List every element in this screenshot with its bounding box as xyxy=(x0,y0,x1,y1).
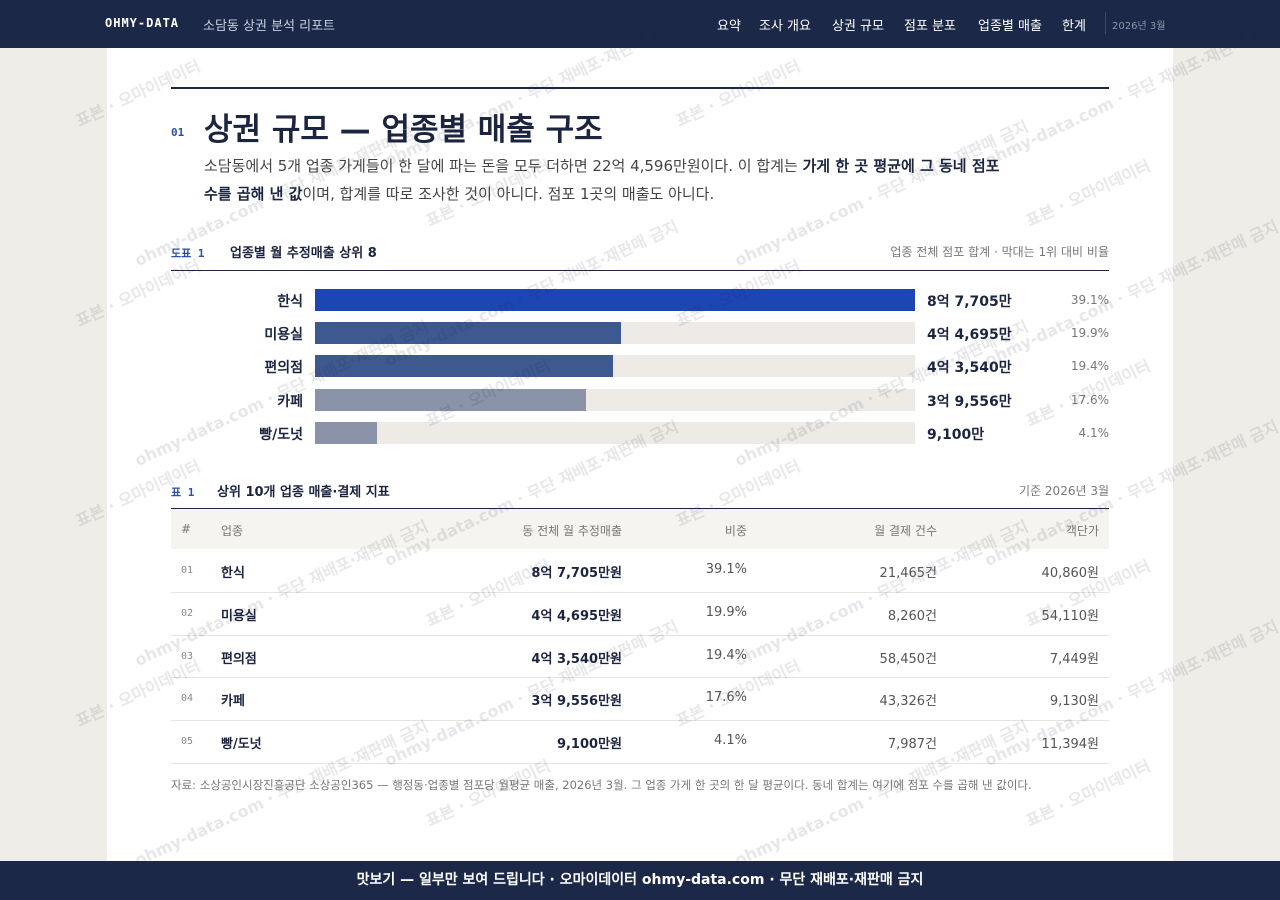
column-header: 월 결제 건수 xyxy=(874,524,937,538)
table-title: 상위 10개 업종 매출·결제 지표 xyxy=(217,485,390,500)
table-cell: 빵/도넛 xyxy=(221,737,262,753)
column-header: 객단가 xyxy=(1065,524,1099,538)
table-cell: 7,987건 xyxy=(887,737,937,753)
bar xyxy=(315,355,613,378)
table-cell: 카페 xyxy=(221,694,245,710)
top-bar: OHMY-DATA 소담동 상권 분석 리포트 요약 조사 개요 상권 규모 점포 분… xyxy=(0,0,1280,48)
category-label: 한식 xyxy=(277,294,303,310)
table-cell: 4.1% xyxy=(713,733,747,749)
value-label: 4억 3,540만 xyxy=(927,360,1012,377)
category-label: 빵/도넛 xyxy=(259,426,303,443)
share-label: 39.1% xyxy=(1070,293,1109,307)
column-header: # xyxy=(181,522,192,536)
table-label: 표 1 xyxy=(171,486,195,499)
nav-link[interactable]: 상권 규모 xyxy=(832,19,884,34)
share-label: 19.4% xyxy=(1070,359,1109,374)
divider xyxy=(1105,12,1106,34)
table-cell: 40,860원 xyxy=(1041,566,1099,581)
nav-link[interactable]: 한계 xyxy=(1062,19,1086,34)
section-number: 01 xyxy=(171,126,185,139)
table-cell: 4억 4,695만원 xyxy=(531,608,622,624)
value-label: 9,100만 xyxy=(927,426,985,443)
value-label: 4억 4,695만 xyxy=(927,327,1012,344)
share-label: 19.9% xyxy=(1070,326,1109,341)
nav-link[interactable]: 조사 개요 xyxy=(759,19,811,34)
section-title: 상권 규모 — 업종별 매출 구조 xyxy=(204,112,603,148)
table-cell: 7,449원 xyxy=(1049,651,1099,667)
value-label: 3억 9,556만 xyxy=(927,393,1012,410)
row-divider xyxy=(171,720,1109,722)
bar-track xyxy=(315,421,915,444)
row-number: 02 xyxy=(181,607,194,619)
row-divider xyxy=(171,591,1109,593)
row-number: 05 xyxy=(181,736,194,748)
table-cell: 11,394원 xyxy=(1041,737,1099,753)
lead: 소담동에서 5개 업종 가게들이 한 달에 파는 돈을 모두 더하면 22억 4… xyxy=(204,152,1004,208)
table-cell: 3억 9,556만원 xyxy=(531,694,622,710)
table-cell: 43,326건 xyxy=(879,694,937,710)
source-note: 자료: 소상공인시장진흥공단 소상공인365 — 행정동·업종별 점포당 월평균… xyxy=(171,778,1032,792)
chart-label: 도표 1 xyxy=(171,247,205,260)
share-label: 4.1% xyxy=(1078,425,1110,440)
table-cell: 편의점 xyxy=(221,651,257,667)
section-rule xyxy=(171,87,1109,89)
column-header: 업종 xyxy=(221,524,244,538)
footer-banner: 맛보기 — 일부만 보여 드립니다 · 오마이데이터 ohmy-data.com… xyxy=(0,861,1280,900)
table-note: 기준 2026년 3월 xyxy=(1019,484,1109,498)
table-cell: 한식 xyxy=(221,566,245,581)
row-number: 04 xyxy=(181,693,194,705)
content-card xyxy=(107,48,1173,861)
table-cell: 19.4% xyxy=(705,647,747,663)
lead-text: 소담동에서 5개 업종 가게들이 한 달에 파는 돈을 모두 더하면 22억 4… xyxy=(204,157,803,175)
row-divider xyxy=(171,634,1109,636)
category-label: 미용실 xyxy=(264,327,303,344)
bar xyxy=(315,289,915,311)
row-number: 01 xyxy=(181,565,194,576)
table-cell: 9,130원 xyxy=(1049,694,1099,710)
row-divider xyxy=(171,677,1109,679)
table-cell: 8,260건 xyxy=(887,608,937,624)
date: 2026년 3월 xyxy=(1112,21,1166,32)
chart-title: 업종별 월 추정매출 상위 8 xyxy=(230,246,377,261)
bar xyxy=(315,421,378,444)
column-header: 비중 xyxy=(724,524,747,538)
row-number: 03 xyxy=(181,650,194,662)
table-cell: 미용실 xyxy=(221,608,257,624)
table-cell: 4억 3,540만원 xyxy=(531,651,622,667)
category-label: 편의점 xyxy=(264,360,303,377)
table-cell: 17.6% xyxy=(705,690,747,706)
logo[interactable]: OHMY-DATA xyxy=(105,16,180,30)
table-header-bg xyxy=(171,508,1109,549)
table-cell: 9,100만원 xyxy=(556,737,622,753)
column-header: 동 전체 월 추정매출 xyxy=(522,524,622,538)
table-cell: 21,465건 xyxy=(879,566,937,581)
table-cell: 39.1% xyxy=(705,562,747,577)
category-label: 카페 xyxy=(277,393,303,410)
table-cell: 19.9% xyxy=(705,604,747,620)
lead-text: 이며, 합계를 따로 조사한 것이 아니다. 점포 1곳의 매출도 아니다. xyxy=(302,185,715,203)
table-bottom-rule xyxy=(171,763,1109,764)
nav-link[interactable]: 요약 xyxy=(717,19,741,34)
chart-rule xyxy=(171,270,1109,271)
value-label: 8억 7,705만 xyxy=(927,294,1012,310)
share-label: 17.6% xyxy=(1070,392,1109,407)
lead-bold: 가게 한 곳 평균에 그 동네 점포 수를 곱해 낸 값 xyxy=(204,157,1000,203)
report-title: 소담동 상권 분석 리포트 xyxy=(203,19,335,34)
table-cell: 58,450건 xyxy=(879,651,937,667)
table-cell: 8억 7,705만원 xyxy=(531,566,622,581)
bar xyxy=(315,322,621,345)
bar xyxy=(315,388,586,411)
chart-note: 업종 전체 점포 합계 · 막대는 1위 대비 비율 xyxy=(890,245,1109,259)
nav-link[interactable]: 업종별 매출 xyxy=(978,19,1042,34)
nav-link[interactable]: 점포 분포 xyxy=(904,19,956,34)
table-cell: 54,110원 xyxy=(1041,608,1099,624)
